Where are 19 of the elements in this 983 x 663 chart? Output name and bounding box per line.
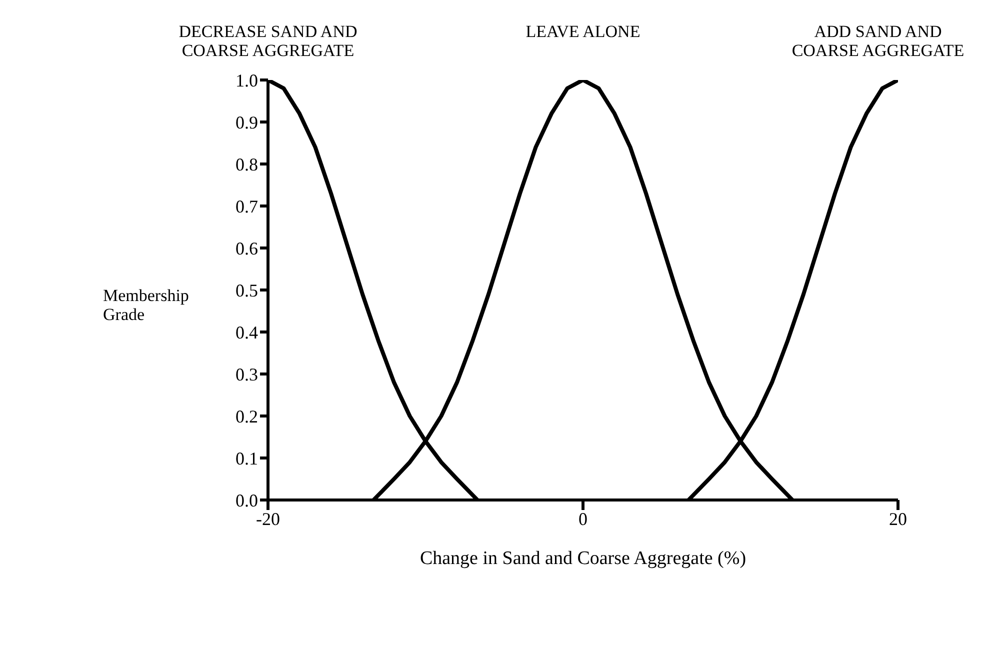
text: LEAVE ALONE: [524, 22, 642, 41]
y-tick-label: 1.0: [236, 70, 258, 90]
y-tick-label: 0.3: [236, 364, 258, 384]
text: DECREASE SAND AND COARSE AGGREGATE: [178, 22, 358, 60]
y-tick-label: 0.7: [236, 196, 258, 216]
y-tick-label: 0.4: [236, 322, 258, 342]
x-tick-label: -20: [256, 508, 280, 529]
y-tick-label: 0.1: [236, 448, 258, 468]
text: ADD SAND AND COARSE AGGREGATE: [790, 22, 966, 60]
y-tick-label: 0.6: [236, 238, 258, 258]
y-tick-label: 0.0: [236, 490, 258, 510]
y-tick-label: 0.8: [236, 154, 258, 174]
x-axis-title: Change in Sand and Coarse Aggregate (%): [418, 548, 748, 570]
x-tick-label: 20: [889, 508, 907, 529]
y-tick-label: 0.5: [236, 280, 258, 300]
y-tick-label: 0.2: [236, 406, 258, 426]
y-axis-title: Membership Grade: [103, 286, 190, 324]
y-tick-label: 0.9: [236, 112, 258, 132]
x-tick-label: 0: [578, 508, 588, 529]
